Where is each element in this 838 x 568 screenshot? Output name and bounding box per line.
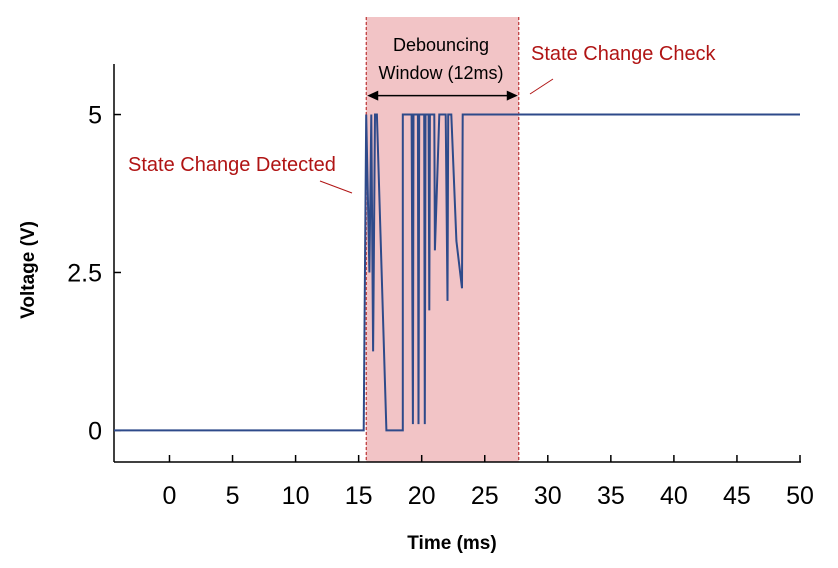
y-tick-label: 5 [88,102,102,130]
x-tick-label: 35 [597,482,625,510]
x-tick-label: 20 [408,482,436,510]
x-tick-label: 25 [471,482,499,510]
x-axis-title: Time (ms) [407,533,496,554]
window-label-line2: Window (12ms) [378,63,503,83]
x-tick-label: 5 [226,482,240,510]
annotations: Debouncing Window (12ms) State Change De… [128,35,717,194]
y-tick-label: 2.5 [67,259,102,287]
state-change-detected-label: State Change Detected [128,154,336,176]
debounce-window-region [365,17,520,462]
y-tick-label: 0 [88,417,102,445]
voltage-series-line [114,113,800,432]
state-change-check-label: State Change Check [531,43,717,65]
state-change-check-leader [529,78,554,95]
x-tick-label: 10 [282,482,310,510]
axes: 0 5 10 15 20 25 30 35 40 45 50 0 2.5 5 [67,64,814,510]
x-tick-label: 40 [660,482,688,510]
window-arrow-head-right [506,90,518,101]
x-tick-label: 50 [786,482,814,510]
window-label-line1: Debouncing [393,35,489,55]
series-layer [114,113,800,432]
window-arrow-head-left [367,90,379,101]
y-axis-title: Voltage (V) [18,221,39,319]
x-tick-label: 0 [163,482,177,510]
debounce-window-fill [366,17,519,462]
x-tick-label: 45 [723,482,751,510]
x-tick-label: 30 [534,482,562,510]
state-change-detected-leader [319,180,353,194]
x-tick-label: 15 [345,482,373,510]
